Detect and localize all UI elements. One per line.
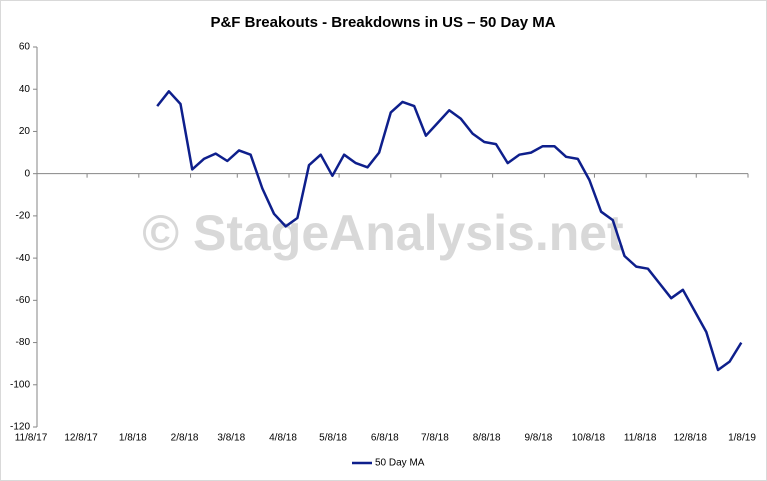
series-line	[156, 90, 743, 372]
x-tick-label: 11/8/18	[624, 433, 657, 444]
x-tick-label: 1/8/19	[728, 433, 756, 444]
x-tick-label: 2/8/18	[171, 433, 199, 444]
x-tick-label: 10/8/18	[572, 433, 606, 444]
y-tick-label: -60	[16, 295, 31, 306]
x-tick-label: 4/8/18	[269, 433, 297, 444]
x-tick-label: 11/8/17	[15, 433, 48, 444]
x-tick-label: 1/8/18	[119, 433, 147, 444]
y-tick-label: 40	[19, 84, 31, 95]
watermark: © StageAnalysis.net	[142, 205, 624, 261]
y-tick-label: -120	[10, 422, 30, 433]
x-tick-label: 7/8/18	[421, 433, 449, 444]
y-tick-label: -20	[16, 211, 31, 222]
x-tick-label: 3/8/18	[217, 433, 245, 444]
y-tick-label: 0	[24, 168, 30, 179]
x-tick-label: 12/8/18	[674, 433, 708, 444]
y-tick-label: -80	[16, 337, 31, 348]
y-tick-label: 60	[19, 42, 31, 53]
chart-title: P&F Breakouts - Breakdowns in US – 50 Da…	[210, 14, 555, 31]
legend-label: 50 Day MA	[375, 458, 425, 469]
y-tick-label: -100	[10, 379, 30, 390]
y-tick-label: -40	[16, 253, 31, 264]
x-tick-label: 12/8/17	[64, 433, 98, 444]
x-tick-label: 6/8/18	[371, 433, 399, 444]
x-tick-label: 8/8/18	[473, 433, 501, 444]
y-tick-label: 20	[19, 126, 31, 137]
x-tick-label: 9/8/18	[524, 433, 552, 444]
x-tick-label: 5/8/18	[319, 433, 347, 444]
